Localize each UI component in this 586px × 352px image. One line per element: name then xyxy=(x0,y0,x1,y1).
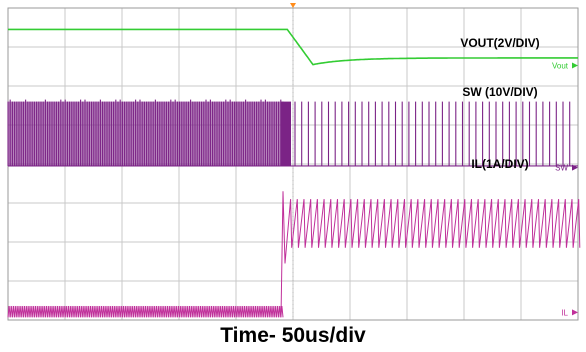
oscilloscope-screen: VOUT(2V/DIV) SW (10V/DIV) IL(1A/DIV) Vout S… xyxy=(7,3,581,321)
sw-label: SW (10V/DIV) xyxy=(462,85,537,99)
vout-channel-marker: Vout xyxy=(552,61,569,70)
trigger-marker xyxy=(290,3,296,8)
il-before-band xyxy=(8,305,281,318)
vout-channel-marker-arrow xyxy=(572,62,578,69)
sw-trace xyxy=(7,99,578,167)
il-trace xyxy=(7,191,581,318)
sw-transition xyxy=(281,101,291,166)
il-after-segment xyxy=(280,191,581,318)
traces xyxy=(7,28,581,318)
vout-trace xyxy=(8,28,578,66)
time-scale-caption: Time- 50us/div xyxy=(220,324,366,347)
il-before-segment xyxy=(7,305,284,318)
channel-markers: Vout SW IL xyxy=(552,61,578,317)
waveform-plot: VOUT(2V/DIV) SW (10V/DIV) IL(1A/DIV) Vout S… xyxy=(7,3,581,321)
il-label: IL(1A/DIV) xyxy=(471,157,528,171)
sw-channel-marker: SW xyxy=(555,164,568,173)
il-channel-marker: IL xyxy=(561,308,568,317)
vout-label: VOUT(2V/DIV) xyxy=(460,36,539,50)
sw-channel-marker-arrow xyxy=(572,164,578,171)
il-channel-marker-arrow xyxy=(572,309,578,316)
trace-labels: VOUT(2V/DIV) SW (10V/DIV) IL(1A/DIV) xyxy=(460,36,539,171)
